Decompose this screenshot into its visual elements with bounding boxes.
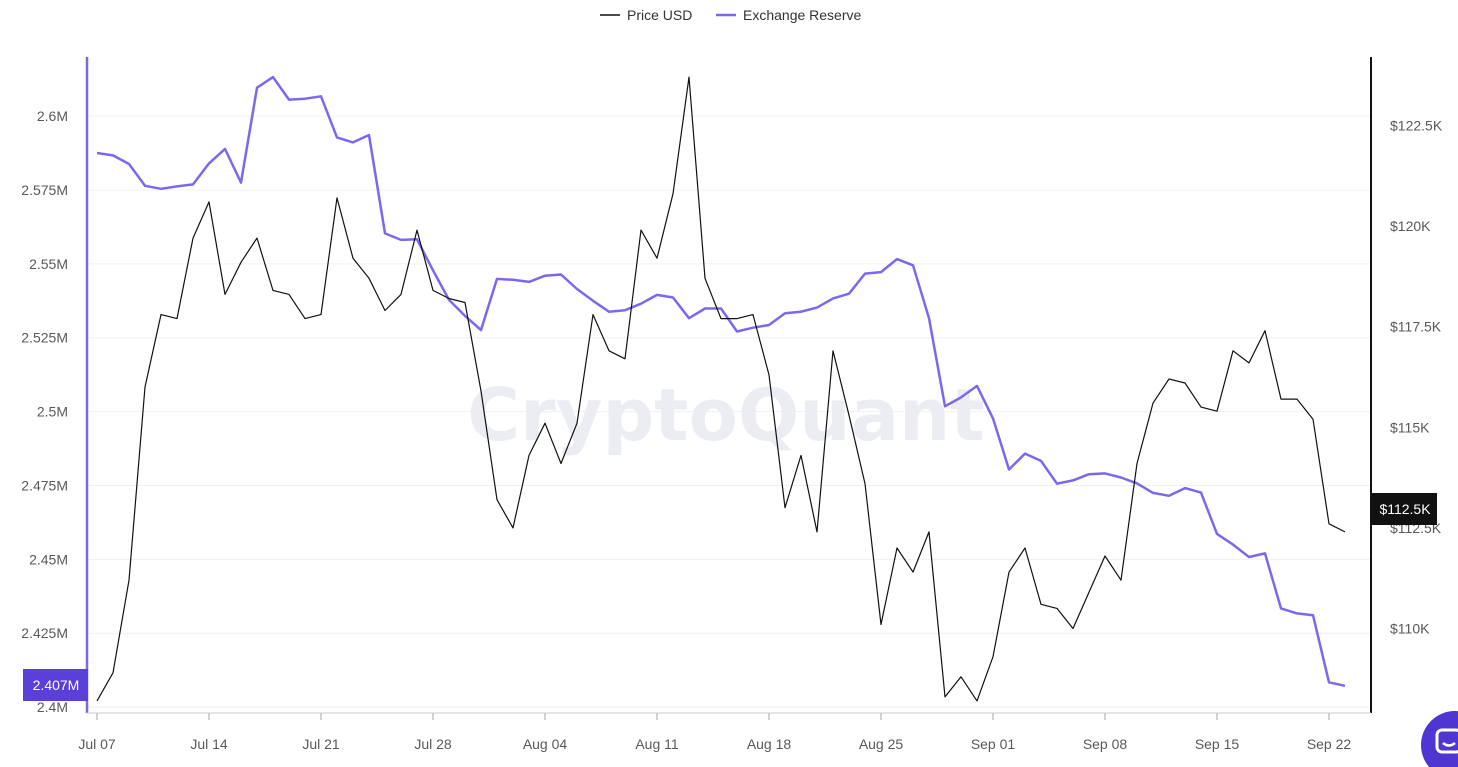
y-left-tick-label: 2.55M [29, 256, 68, 272]
y-left-tick-label: 2.4M [37, 699, 68, 715]
x-tick-label: Aug 18 [747, 736, 792, 752]
y-left-tick-label: 2.45M [29, 551, 68, 567]
x-tick-label: Jul 21 [302, 736, 340, 752]
y-right-tick-label: $120K [1390, 218, 1431, 234]
x-axis-ticks: Jul 07 Jul 14 Jul 21 Jul 28 Aug 04 Aug 11 Aug … [78, 713, 1351, 752]
y-left-tick-label: 2.525M [21, 330, 68, 346]
y-right-tick-label: $122.5K [1390, 117, 1443, 133]
x-tick-label: Sep 08 [1083, 736, 1128, 752]
left-badge-background [23, 669, 88, 701]
left-current-value-badge: 2.407M [23, 669, 88, 701]
y-right-axis-ticks: $110K$112.5K$115K$117.5K$120K$122.5K [1390, 117, 1443, 636]
x-tick-label: Jul 28 [414, 736, 452, 752]
right-current-value-badge: $112.5K [1372, 493, 1437, 525]
x-tick-label: Sep 15 [1195, 736, 1240, 752]
y-left-tick-label: 2.425M [21, 625, 68, 641]
legend-item-reserve[interactable]: Exchange Reserve [716, 7, 862, 23]
series-line-exchange-reserve[interactable] [96, 75, 1346, 688]
y-left-tick-label: 2.5M [37, 404, 68, 420]
watermark: CryptoQuant [467, 373, 984, 457]
chat-button[interactable] [1421, 711, 1458, 767]
y-right-tick-label: $110K [1390, 620, 1430, 636]
legend-label-price: Price USD [627, 7, 692, 23]
y-left-tick-label: 2.6M [37, 108, 68, 124]
right-badge-text: $112.5K [1379, 501, 1431, 517]
legend[interactable]: Price USD Exchange Reserve [600, 7, 862, 23]
series-line-price-usd[interactable] [96, 76, 1346, 702]
x-tick-label: Sep 22 [1307, 736, 1352, 752]
right-badge-background [1372, 493, 1437, 525]
x-tick-label: Sep 01 [971, 736, 1016, 752]
x-tick-label: Aug 11 [635, 736, 679, 752]
series-layer [96, 75, 1346, 702]
y-right-tick-label: $115K [1390, 419, 1430, 435]
chat-bubble-icon [1435, 728, 1458, 754]
y-left-tick-label: 2.575M [21, 182, 68, 198]
legend-item-price[interactable]: Price USD [600, 7, 692, 23]
y-left-axis-ticks: 2.4M 2.425M 2.45M 2.475M 2.5M 2.525M 2.55M 2.57… [21, 108, 68, 715]
left-badge-text: 2.407M [33, 677, 80, 693]
x-tick-label: Jul 14 [190, 736, 228, 752]
x-tick-label: Jul 07 [78, 736, 116, 752]
gridlines [88, 115, 1370, 708]
legend-label-reserve: Exchange Reserve [743, 7, 862, 23]
x-tick-label: Aug 04 [523, 736, 568, 752]
x-tick-label: Aug 25 [859, 736, 904, 752]
y-right-tick-label: $117.5K [1390, 319, 1442, 335]
y-left-tick-label: 2.475M [21, 477, 68, 493]
